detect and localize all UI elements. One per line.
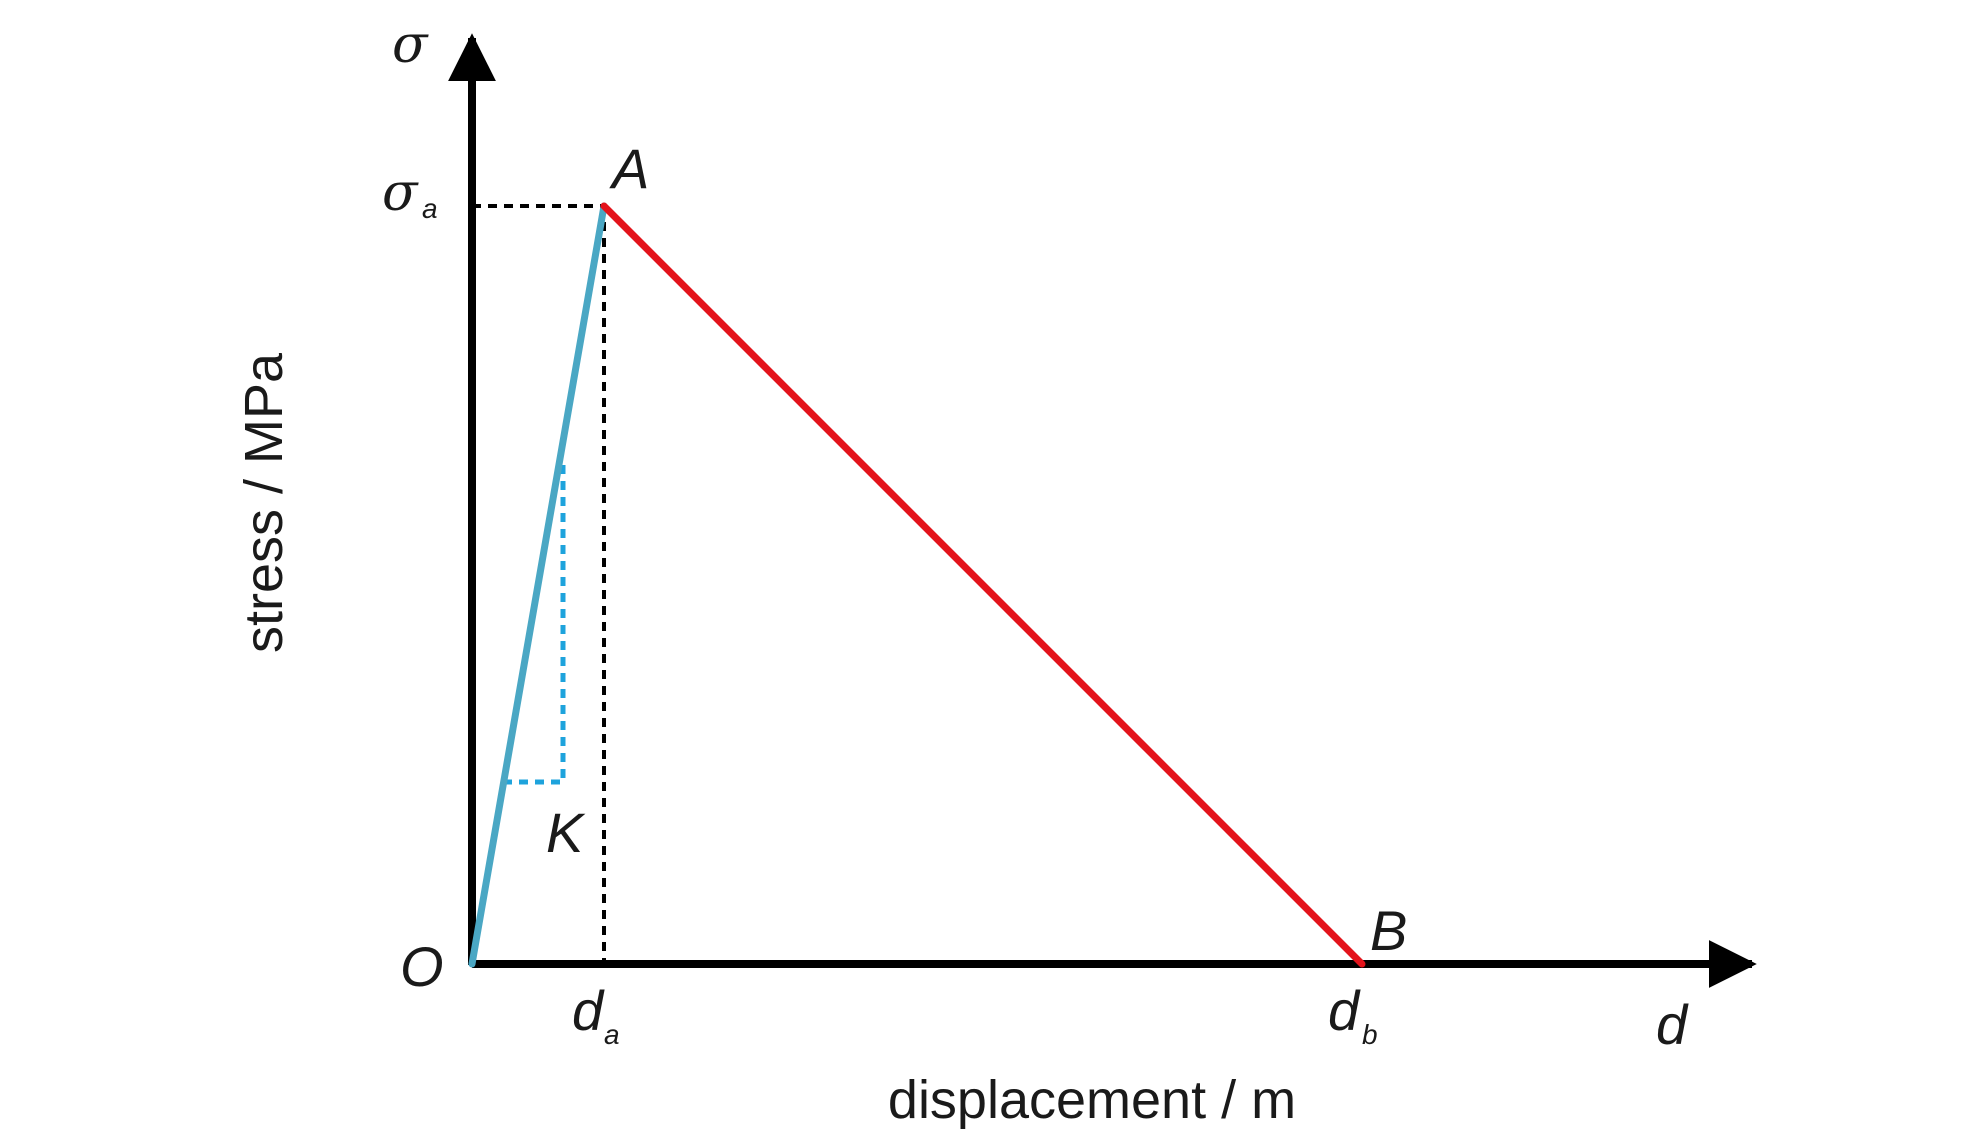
y-axis-symbol: σ [392,15,429,75]
x-axis-title: displacement / m [888,1070,1296,1130]
origin-label: O [400,935,444,998]
d-b-tick-label: d b [1328,979,1378,1050]
sigma-a-base: σ [382,163,419,223]
sigma-a-tick-label: σ a [382,163,438,224]
d-a-base: d [572,979,605,1042]
sigma-a-sub: a [422,193,438,224]
elastic-line-oa [468,202,608,968]
point-b-label: B [1370,899,1407,962]
softening-line-ab [600,202,1366,968]
stiffness-label: K [546,801,586,864]
d-a-tick-label: d a [572,979,620,1050]
point-a-label: A [609,137,649,200]
x-axis-symbol: d [1656,993,1689,1056]
stiffness-triangle [503,462,566,785]
d-b-sub: b [1362,1019,1378,1050]
d-b-base: d [1328,979,1361,1042]
d-a-sub: a [604,1019,620,1050]
y-axis-title: stress / MPa [234,352,294,653]
